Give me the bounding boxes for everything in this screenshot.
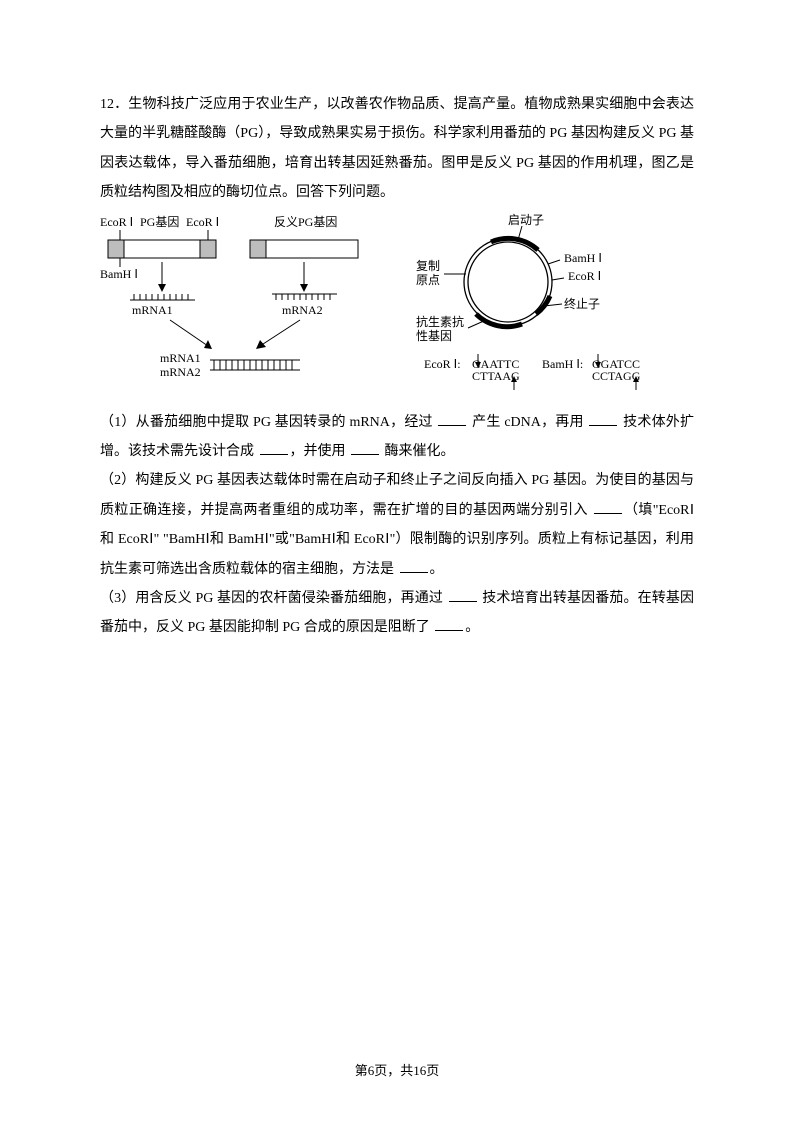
label-ecor-r: EcoR Ⅰ: [568, 269, 601, 283]
diagram-right: 启动子 BamH Ⅰ EcoR Ⅰ 终止子 复制 原点: [388, 212, 688, 398]
diagram-left: EcoR Ⅰ PG基因 EcoR Ⅰ BamH Ⅰ: [100, 212, 378, 398]
bamh-bot: CCTAGG: [592, 369, 641, 383]
q1-prefix: （1）从番茄细胞中提取 PG 基因转录的 mRNA，经过: [100, 415, 436, 430]
question-3: （3）用含反义 PG 基因的农杆菌侵染番茄细胞，再通过 技术培育出转基因番茄。在…: [100, 584, 694, 643]
label-resistance-1: 抗生素抗: [416, 314, 464, 329]
q3-suffix: 。: [465, 620, 479, 635]
blank-1-3[interactable]: [260, 441, 288, 455]
blank-3-2[interactable]: [435, 618, 463, 632]
label-origin-2: 原点: [416, 273, 440, 287]
blank-3-1[interactable]: [449, 588, 477, 602]
blank-1-2[interactable]: [589, 412, 617, 426]
q1-mid3: ，并使用: [290, 444, 350, 459]
label-mrna2: mRNA2: [282, 303, 323, 317]
question-2: （2）构建反义 PG 基因表达载体时需在启动子和终止子之间反向插入 PG 基因。…: [100, 466, 694, 584]
label-resistance-2: 性基因: [416, 329, 452, 343]
label-mrna2b: mRNA2: [160, 365, 201, 379]
label-pg-gene: PG基因: [140, 215, 179, 229]
label-origin-1: 复制: [416, 259, 440, 273]
page-footer: 第6页，共16页: [0, 1060, 794, 1079]
label-bamh-r: BamH Ⅰ: [564, 251, 602, 265]
label-terminator: 终止子: [564, 296, 600, 311]
question-number: 12．: [100, 97, 128, 112]
q1-mid1: 产生 cDNA，再用: [468, 415, 587, 430]
label-ecor-seq: EcoR Ⅰ:: [424, 357, 461, 371]
blank-1-1[interactable]: [438, 412, 466, 426]
question-intro: 12．生物科技广泛应用于农业生产，以改善农作物品质、提高产量。植物成熟果实细胞中…: [100, 90, 694, 208]
question-1: （1）从番茄细胞中提取 PG 基因转录的 mRNA，经过 产生 cDNA，再用 …: [100, 408, 694, 467]
label-mrna1: mRNA1: [132, 303, 173, 317]
blank-2-2[interactable]: [400, 559, 428, 573]
label-ecor-left2: EcoR Ⅰ: [186, 215, 219, 229]
q1-suffix: 酶来催化。: [381, 444, 455, 459]
blank-2-1[interactable]: [594, 500, 622, 514]
q2-suffix: 。: [430, 562, 444, 577]
diagram-row: EcoR Ⅰ PG基因 EcoR Ⅰ BamH Ⅰ: [100, 212, 694, 398]
label-promoter: 启动子: [508, 213, 544, 227]
label-bamh-left: BamH Ⅰ: [100, 267, 138, 281]
label-ecor-left: EcoR Ⅰ: [100, 215, 133, 229]
label-anti-pg: 反义PG基因: [274, 215, 337, 229]
blank-1-4[interactable]: [351, 441, 379, 455]
label-bamh-seq: BamH Ⅰ:: [542, 357, 583, 371]
label-mrna1b: mRNA1: [160, 351, 201, 365]
q3-prefix: （3）用含反义 PG 基因的农杆菌侵染番茄细胞，再通过: [100, 591, 447, 606]
footer-text: 第6页，共16页: [355, 1063, 440, 1078]
intro-text: 生物科技广泛应用于农业生产，以改善农作物品质、提高产量。植物成熟果实细胞中会表达…: [100, 97, 694, 200]
